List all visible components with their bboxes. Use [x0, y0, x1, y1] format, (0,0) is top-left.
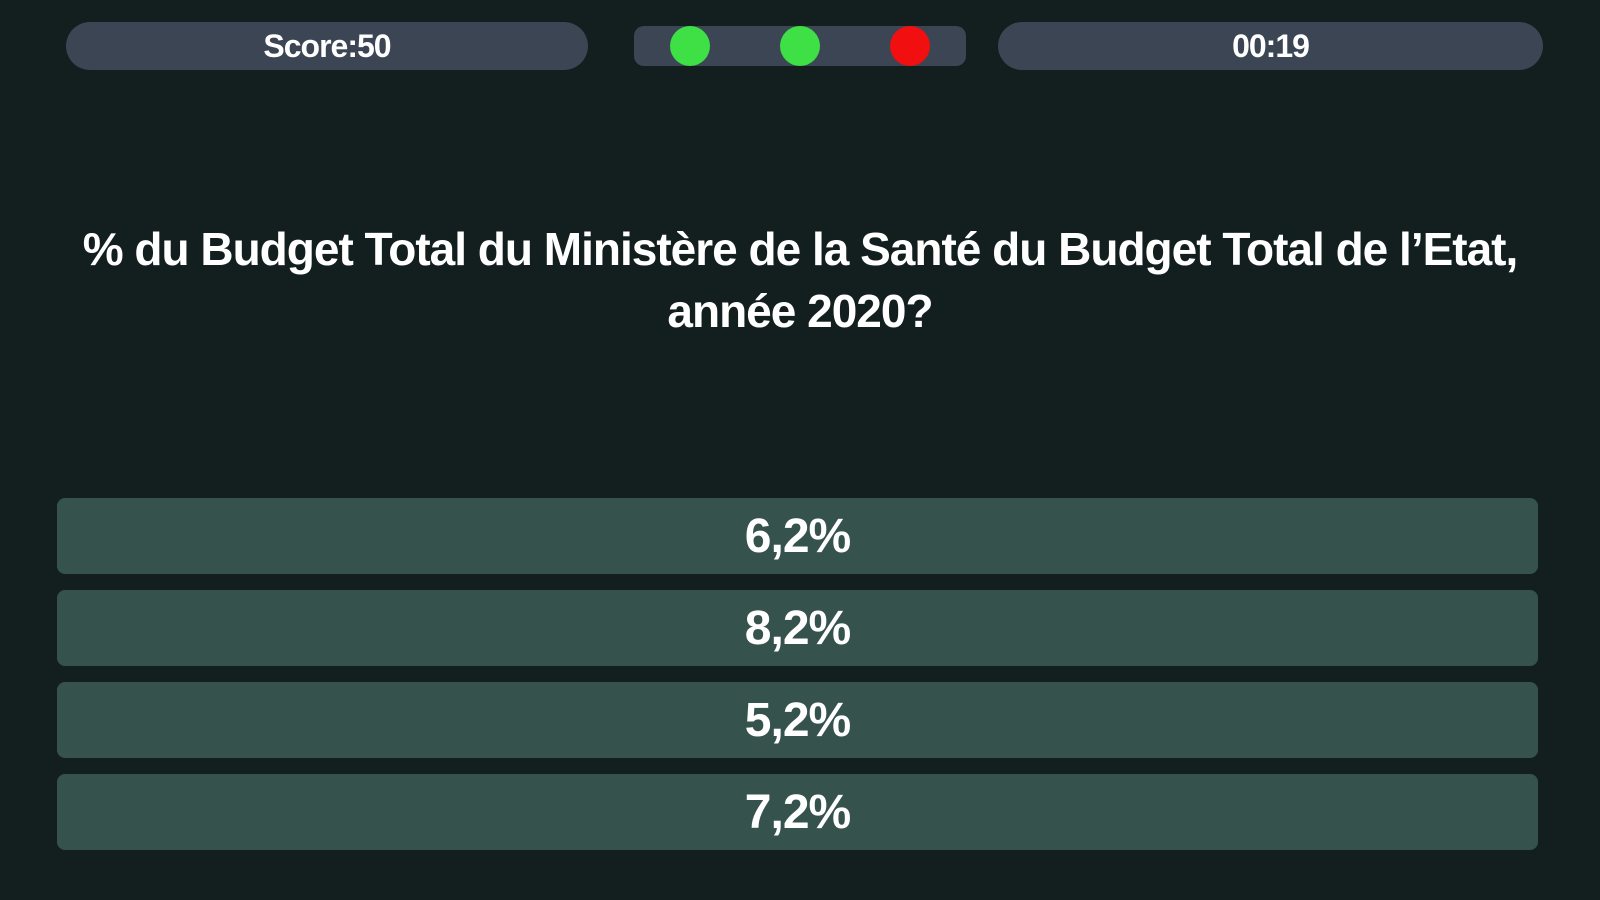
life-indicator-2	[780, 26, 820, 66]
timer-label: 00:19	[1232, 27, 1310, 64]
answer-button-2[interactable]: 8,2%	[57, 590, 1538, 666]
life-indicator-1	[670, 26, 710, 66]
answer-label: 5,2%	[744, 693, 851, 747]
score-label: Score:50	[263, 27, 391, 64]
score-display: Score:50	[66, 22, 588, 70]
answer-button-1[interactable]: 6,2%	[57, 498, 1538, 574]
answer-history-bar	[634, 26, 966, 66]
answer-label: 8,2%	[744, 601, 851, 655]
life-indicator-3	[890, 26, 930, 66]
answer-button-3[interactable]: 5,2%	[57, 682, 1538, 758]
timer-display: 00:19	[998, 22, 1543, 70]
answer-label: 7,2%	[744, 785, 851, 839]
answer-list: 6,2% 8,2% 5,2% 7,2%	[57, 498, 1538, 866]
answer-button-4[interactable]: 7,2%	[57, 774, 1538, 850]
answer-label: 6,2%	[744, 509, 851, 563]
question-text: % du Budget Total du Ministère de la San…	[82, 223, 1519, 337]
